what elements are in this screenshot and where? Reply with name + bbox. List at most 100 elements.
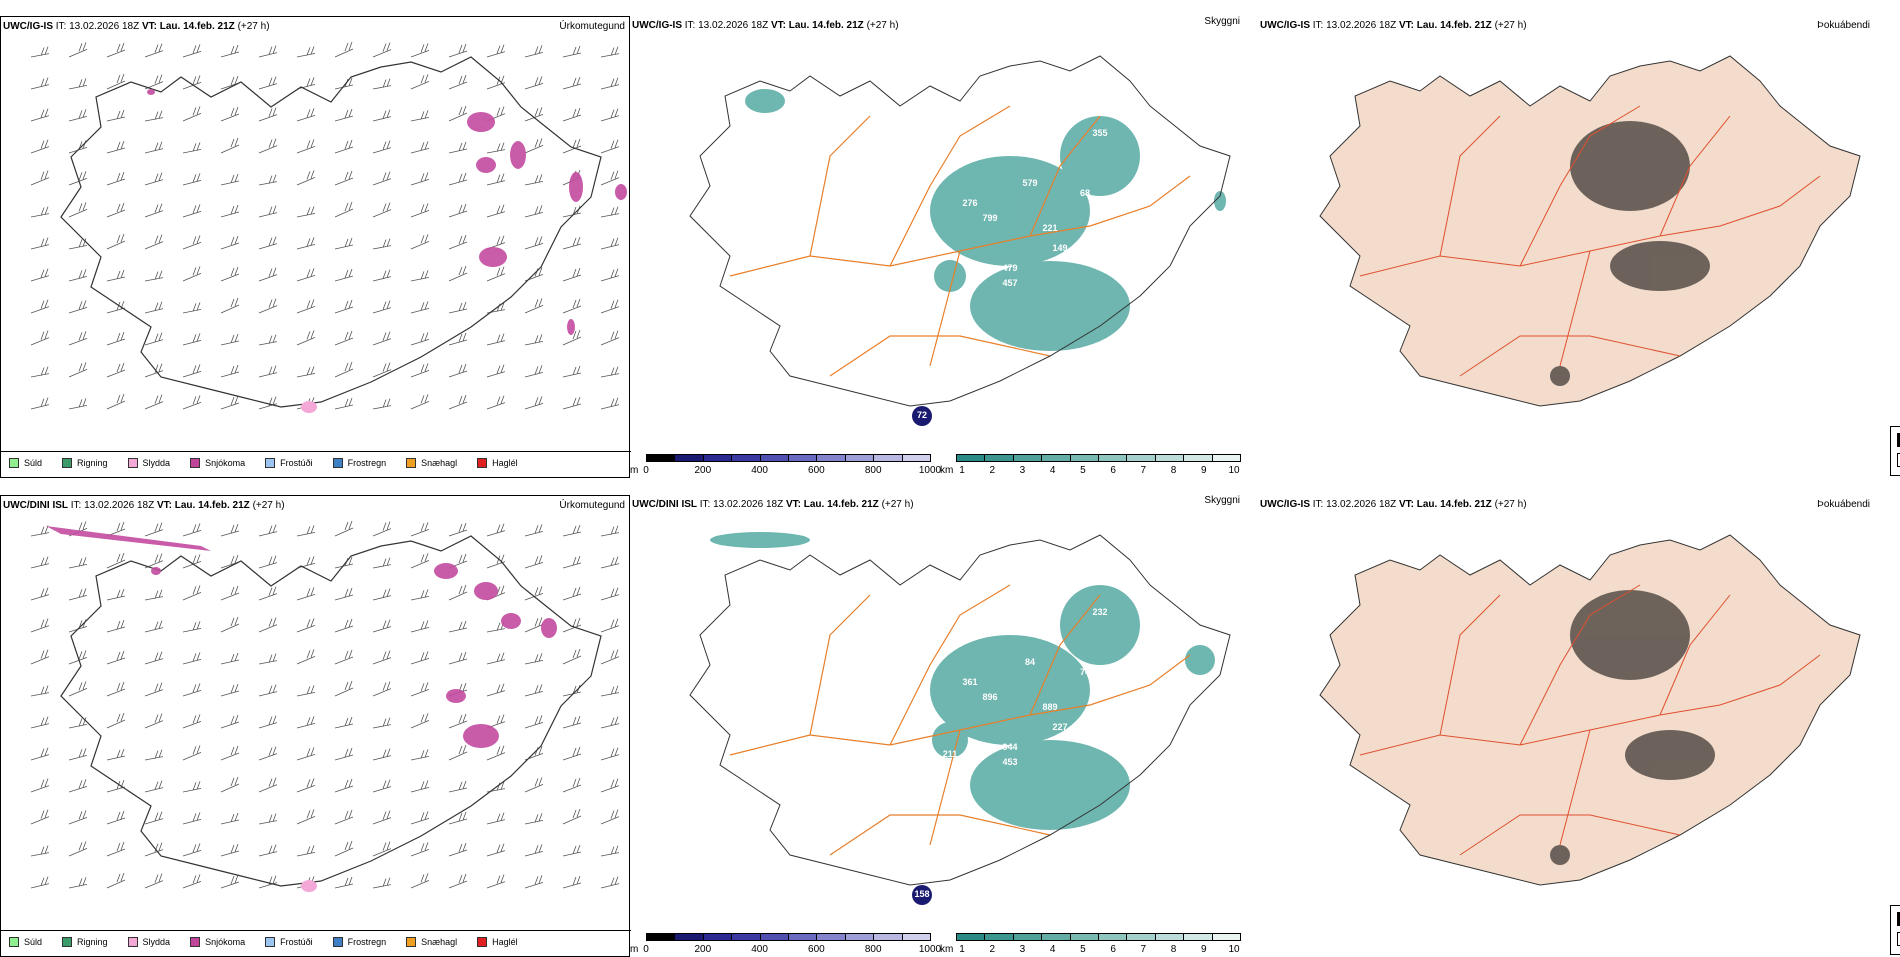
wind-barb [600, 747, 620, 761]
wind-barb [372, 748, 392, 761]
wind-barb [410, 873, 430, 889]
wind-barb [600, 366, 620, 378]
wind-barb [30, 206, 50, 218]
wind-barb [296, 299, 316, 314]
wind-barb [106, 109, 126, 122]
wind-barb [372, 398, 392, 410]
colorbar-segment [844, 454, 875, 462]
wind-barb [296, 778, 316, 793]
legend-item: Frostregn [332, 937, 386, 947]
wind-barb [334, 556, 354, 569]
wind-barb [68, 300, 88, 314]
wind-barb [106, 269, 126, 282]
wind-barb [30, 876, 50, 889]
wind-barb [30, 778, 50, 793]
wind-barb [524, 396, 544, 410]
legend-label: Snjókoma [205, 937, 246, 947]
wind-barb [600, 139, 620, 154]
wind-barb [600, 525, 620, 537]
wind-barb [144, 589, 164, 601]
visibility-value: 361 [962, 677, 977, 687]
wind-barb [410, 553, 430, 569]
wind-barb [524, 555, 544, 569]
wind-barb [144, 43, 164, 58]
wind-barb [220, 843, 240, 857]
wind-barb [524, 138, 544, 154]
wind-barb [334, 361, 354, 378]
wind-barb [334, 618, 354, 633]
wind-barb [448, 842, 468, 857]
colorbar-tick: 3 [1019, 465, 1026, 476]
wind-barb [106, 521, 126, 537]
legend-swatch [190, 458, 201, 468]
height-colorbar: m 0 200 400 600 800 1000 [630, 931, 941, 957]
colorbar-tick: 0 [643, 465, 649, 476]
legend-item: Frostúði [265, 458, 313, 468]
wind-barb [486, 874, 506, 889]
wind-barb [372, 140, 392, 154]
wind-barb [220, 683, 240, 697]
colorbar-segment [956, 933, 986, 941]
wind-barb [30, 366, 50, 378]
low-vis-areas [710, 532, 1215, 830]
wind-barb [372, 619, 392, 633]
legend-item: Snjókoma [190, 458, 245, 468]
wind-barb [106, 650, 126, 665]
wind-barb [372, 717, 392, 729]
legend-item: Frostúði [265, 937, 313, 947]
legend-item: Snæhagl [406, 458, 457, 468]
wind-barb [296, 587, 316, 601]
legend-label: Rigning [77, 458, 108, 468]
wind-barb [258, 746, 278, 761]
visibility-value: 227 [1052, 722, 1067, 732]
wind-barb [182, 683, 202, 697]
wind-barb [106, 552, 126, 569]
wind-barb [258, 684, 278, 697]
wind-barb [410, 682, 430, 697]
wind-barb [524, 107, 544, 122]
wind-barb [296, 716, 316, 729]
wind-barb [410, 363, 430, 378]
wind-barb [182, 302, 202, 314]
wind-barb [144, 234, 164, 250]
legend-swatch [265, 458, 276, 468]
colorbar-segment [844, 933, 875, 941]
wind-barb [524, 524, 544, 537]
wind-barb [410, 780, 430, 793]
wind-barb [30, 299, 50, 314]
wind-barb [258, 45, 278, 58]
wind-barb [220, 585, 240, 601]
legend-label: Slydda [142, 458, 171, 468]
wind-barb [562, 777, 582, 793]
wind-barb [600, 845, 620, 857]
wind-barb [486, 395, 506, 410]
wind-barb [486, 235, 506, 250]
visibility-value: 72 [917, 410, 927, 420]
wind-barb [258, 813, 278, 825]
wind-barb [258, 236, 278, 250]
legend-label: Súld [24, 937, 43, 947]
wind-barb [448, 203, 468, 218]
wind-barb [600, 206, 620, 218]
wind-barb [144, 553, 164, 569]
wind-barb [30, 139, 50, 154]
wind-barb [182, 333, 202, 346]
wind-barb [144, 873, 164, 889]
wind-barb [410, 332, 430, 346]
legend-item: Snæhagl [406, 937, 457, 947]
wind-barb [182, 523, 202, 537]
wind-barb [258, 777, 278, 793]
wind-barb [600, 330, 620, 346]
wind-barb [30, 46, 50, 58]
wind-barb [486, 204, 506, 218]
wind-barb [220, 333, 240, 346]
visibility-map: 455 355 579 276 799 221 149 479 457 72 68 [689, 55, 1231, 426]
wind-barb [410, 172, 430, 186]
colorbar-segment [646, 933, 676, 941]
wind-barb [334, 237, 354, 250]
wind-barb [372, 78, 392, 90]
wind-barb [410, 110, 430, 122]
wind-barb [144, 332, 164, 346]
colorbar-segment [1012, 933, 1043, 941]
colorbar-segment [901, 933, 931, 941]
